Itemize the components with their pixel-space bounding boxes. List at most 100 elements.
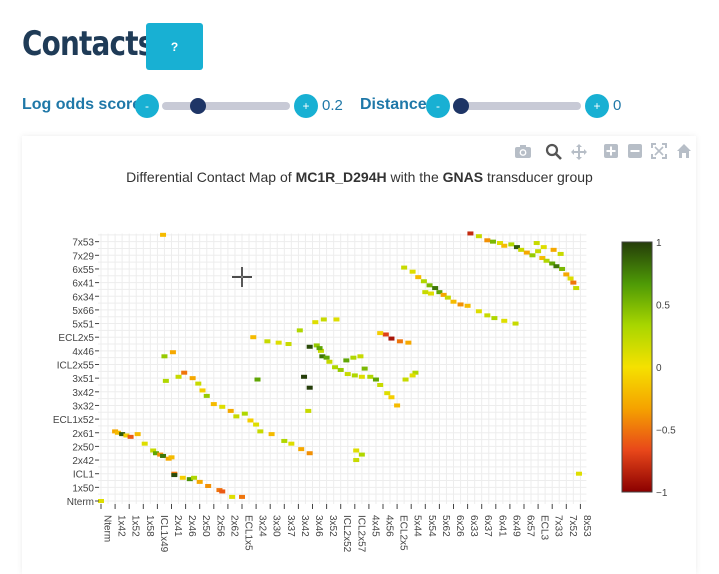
heatmap-cell[interactable] — [422, 290, 429, 295]
heatmap-cell[interactable] — [351, 373, 358, 378]
heatmap-cell[interactable] — [298, 447, 305, 452]
heatmap-cell[interactable] — [233, 414, 240, 419]
heatmap-cell[interactable] — [127, 434, 134, 439]
heatmap-cell[interactable] — [114, 430, 121, 435]
heatmap-cell[interactable] — [553, 264, 560, 269]
heatmap-cell[interactable] — [247, 418, 254, 423]
heatmap-cell[interactable] — [540, 245, 547, 250]
heatmap-cell[interactable] — [313, 343, 320, 348]
heatmap-cell[interactable] — [539, 256, 546, 261]
heatmap-cell[interactable] — [450, 299, 457, 304]
heatmap-cell[interactable] — [427, 291, 434, 296]
heatmap-cell[interactable] — [191, 475, 198, 480]
heatmap-cell[interactable] — [420, 279, 427, 284]
heatmap-cell[interactable] — [396, 339, 403, 344]
heatmap-cell[interactable] — [388, 336, 395, 341]
heatmap-cell[interactable] — [508, 242, 515, 247]
heatmap-cell[interactable] — [464, 303, 471, 308]
heatmap-cell[interactable] — [372, 377, 379, 382]
heatmap-cell[interactable] — [388, 395, 395, 400]
heatmap-cell[interactable] — [175, 374, 182, 379]
heatmap-cell[interactable] — [409, 373, 416, 378]
heatmap-cell[interactable] — [549, 261, 556, 266]
heatmap-cell[interactable] — [189, 376, 196, 381]
zoom-icon[interactable] — [545, 143, 563, 161]
zoom-out-icon[interactable] — [627, 143, 643, 159]
heatmap-cell[interactable] — [497, 241, 504, 246]
heatmap-cell[interactable] — [152, 451, 159, 456]
heatmap-cell[interactable] — [229, 494, 236, 499]
heatmap-cell[interactable] — [268, 432, 275, 437]
heatmap-cell[interactable] — [254, 377, 261, 382]
heatmap-cell[interactable] — [361, 366, 368, 371]
heatmap-cell[interactable] — [353, 458, 360, 463]
heatmap-cell[interactable] — [98, 499, 104, 503]
heatmap-cell[interactable] — [141, 441, 148, 446]
heatmap-cell[interactable] — [219, 489, 226, 494]
heatmap-cell[interactable] — [358, 374, 365, 379]
heatmap-cell[interactable] — [179, 475, 186, 480]
heatmap-cell[interactable] — [250, 335, 257, 340]
camera-icon[interactable] — [514, 143, 532, 159]
heatmap-cell[interactable] — [518, 247, 525, 252]
heatmap-cell[interactable] — [436, 290, 443, 295]
heatmap-cell[interactable] — [323, 355, 330, 360]
heatmap-cell[interactable] — [570, 280, 577, 285]
home-icon[interactable] — [676, 143, 692, 159]
heatmap-cell[interactable] — [160, 453, 167, 458]
heatmap-cell[interactable] — [382, 332, 389, 337]
heatmap-cell[interactable] — [489, 239, 496, 244]
heatmap-cell[interactable] — [350, 355, 357, 360]
heatmap-cell[interactable] — [150, 448, 157, 453]
heatmap-cell[interactable] — [288, 441, 295, 446]
heatmap-cell[interactable] — [467, 231, 474, 236]
heatmap-cell[interactable] — [367, 374, 374, 379]
heatmap-cell[interactable] — [384, 391, 391, 396]
heatmap-cell[interactable] — [301, 374, 308, 379]
heatmap-cell[interactable] — [317, 348, 324, 353]
log-odds-slider-track[interactable] — [162, 102, 290, 110]
heatmap-cell[interactable] — [281, 438, 288, 443]
heatmap-cell[interactable] — [353, 448, 360, 453]
heatmap-cell[interactable] — [567, 276, 574, 281]
heatmap-cell[interactable] — [306, 451, 313, 456]
distance-decrease-button[interactable]: - — [426, 94, 450, 118]
heatmap-cell[interactable] — [557, 251, 564, 256]
log-odds-slider-handle[interactable] — [190, 98, 206, 114]
heatmap-cell[interactable] — [484, 238, 491, 243]
heatmap-cell[interactable] — [257, 429, 264, 434]
heatmap-cell[interactable] — [161, 354, 168, 359]
heatmap-cell[interactable] — [241, 411, 248, 416]
heatmap-cell[interactable] — [344, 372, 351, 377]
heatmap-cell[interactable] — [203, 393, 210, 398]
heatmap-cell[interactable] — [426, 283, 433, 288]
heatmap-cell[interactable] — [160, 232, 167, 237]
heatmap-cell[interactable] — [533, 241, 540, 246]
heatmap-cell[interactable] — [513, 245, 520, 250]
heatmap-cell[interactable] — [394, 403, 401, 408]
distance-slider-handle[interactable] — [453, 98, 469, 114]
heatmap-cell[interactable] — [440, 292, 447, 297]
heatmap-cell[interactable] — [205, 483, 212, 488]
heatmap-cell[interactable] — [285, 342, 292, 347]
heatmap-cell[interactable] — [305, 408, 312, 413]
heatmap-cell[interactable] — [320, 317, 327, 322]
heatmap-cell[interactable] — [312, 320, 319, 325]
heatmap-cell[interactable] — [326, 359, 333, 364]
heatmap-cell[interactable] — [123, 433, 130, 438]
heatmap-cell[interactable] — [162, 378, 169, 383]
heatmap-cell[interactable] — [169, 350, 176, 355]
heatmap-cell[interactable] — [199, 388, 206, 393]
heatmap-cell[interactable] — [415, 275, 422, 280]
heatmap-cell[interactable] — [501, 243, 508, 248]
heatmap-cell[interactable] — [168, 455, 175, 460]
heatmap-cell[interactable] — [457, 302, 464, 307]
heatmap-cell[interactable] — [535, 249, 542, 254]
heatmap-cell[interactable] — [264, 339, 271, 344]
heatmap-cell[interactable] — [186, 477, 193, 482]
heatmap-cell[interactable] — [529, 253, 536, 258]
heatmap-cell[interactable] — [306, 385, 313, 390]
heatmap-cell[interactable] — [358, 452, 365, 457]
heatmap-cell[interactable] — [475, 234, 482, 239]
